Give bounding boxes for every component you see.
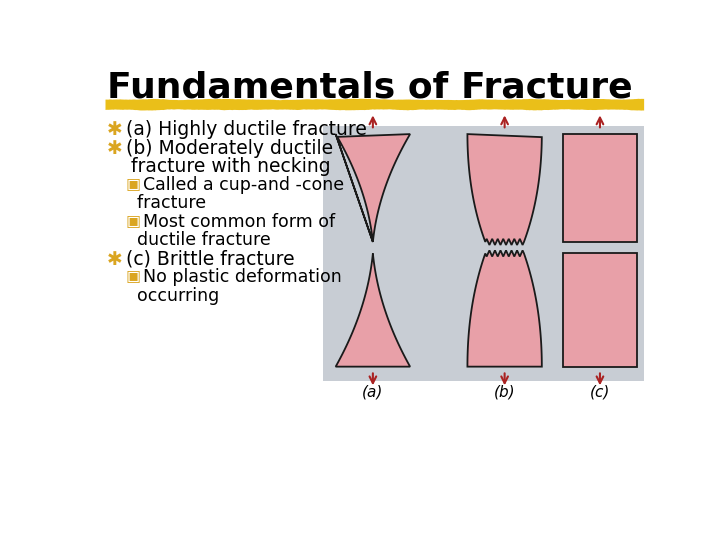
Text: ✱: ✱ [107, 139, 123, 158]
Text: fracture with necking: fracture with necking [107, 157, 330, 176]
Polygon shape [336, 134, 410, 242]
Polygon shape [336, 253, 410, 367]
Text: Called a cup-and -cone: Called a cup-and -cone [143, 176, 344, 194]
Text: (a): (a) [362, 384, 384, 400]
Bar [563, 134, 637, 242]
Text: (b): (b) [494, 384, 516, 400]
Text: ▣: ▣ [126, 268, 141, 283]
Text: ductile fracture: ductile fracture [126, 231, 271, 249]
Text: (c) Brittle fracture: (c) Brittle fracture [126, 249, 294, 268]
Text: occurring: occurring [126, 287, 219, 305]
Text: (b) Moderately ductile: (b) Moderately ductile [126, 139, 333, 158]
Text: Most common form of: Most common form of [143, 213, 335, 231]
Text: No plastic deformation: No plastic deformation [143, 268, 341, 286]
Polygon shape [467, 251, 542, 367]
Text: (c): (c) [590, 384, 610, 400]
Bar [563, 253, 637, 367]
Polygon shape [467, 134, 542, 245]
Text: (a) Highly ductile fracture: (a) Highly ductile fracture [126, 120, 366, 139]
Bar [323, 126, 644, 381]
Text: ✱: ✱ [107, 249, 123, 268]
Polygon shape [106, 99, 644, 111]
Text: ▣: ▣ [126, 213, 141, 228]
Text: Fundamentals of Fracture: Fundamentals of Fracture [107, 71, 633, 105]
Text: ▣: ▣ [126, 176, 141, 191]
Text: fracture: fracture [126, 194, 206, 212]
Text: ✱: ✱ [107, 120, 123, 139]
